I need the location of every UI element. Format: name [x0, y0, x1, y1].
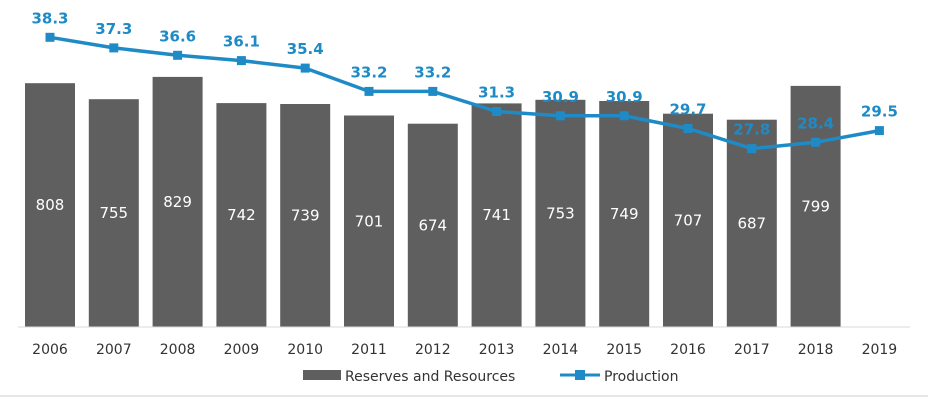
- production-value-label: 29.5: [861, 103, 898, 121]
- x-tick-label: 2009: [224, 342, 260, 358]
- bar-2013: [471, 103, 522, 328]
- line-layer: 38.3 37.3 36.6 36.1 35.4 33.2 33.2 31.3 30.9 30.9…: [31, 9, 898, 154]
- x-tick-label: 2016: [670, 342, 706, 358]
- legend-bar-swatch: [303, 370, 341, 380]
- bar-2014: [535, 99, 586, 327]
- bar-value-label: 749: [610, 205, 639, 223]
- bar-value-label: 799: [801, 198, 830, 216]
- bar-value-label: 753: [546, 204, 575, 222]
- x-tick-label: 2012: [415, 342, 451, 358]
- legend-line-marker: [575, 370, 585, 380]
- bar-value-label: 707: [674, 211, 703, 229]
- bar-2011: [344, 115, 394, 327]
- ticks-layer: 2006 2007 2008 2009 2010 2011 2012 2013 2014 2015…: [32, 342, 897, 358]
- production-value-label: 30.9: [606, 88, 643, 106]
- production-point-2015: [619, 111, 629, 121]
- x-tick-label: 2008: [160, 342, 196, 358]
- bar-value-label: 741: [482, 206, 511, 224]
- x-tick-label: 2019: [862, 342, 898, 358]
- production-value-label: 31.3: [478, 84, 515, 102]
- bar-value-label: 701: [355, 212, 384, 230]
- bars-layer: 808 755 829 742 739 701 674 741 753 749 707 687 799: [25, 76, 841, 328]
- production-value-label: 27.8: [733, 121, 770, 139]
- bar-value-label: 755: [99, 204, 128, 222]
- bar-2017: [726, 119, 777, 327]
- x-tick-label: 2015: [606, 342, 642, 358]
- production-point-2010: [300, 63, 310, 73]
- bar-2006: [25, 83, 75, 327]
- production-point-2019: [874, 126, 884, 136]
- production-point-2008: [173, 50, 183, 60]
- bar-2015: [599, 101, 650, 327]
- legend-bar-label: Reserves and Resources: [345, 369, 515, 385]
- bar-value-label: 808: [36, 196, 65, 214]
- production-point-2014: [555, 111, 565, 121]
- production-point-2009: [236, 56, 246, 66]
- bar-2012: [407, 123, 458, 327]
- production-value-label: 28.4: [797, 114, 834, 132]
- production-point-2012: [428, 86, 438, 96]
- production-point-2018: [811, 137, 821, 147]
- production-point-2006: [45, 32, 55, 42]
- production-point-2007: [109, 43, 119, 53]
- production-point-2013: [492, 107, 502, 116]
- bar-2009: [216, 103, 267, 327]
- production-point-2016: [683, 124, 693, 133]
- production-value-label: 29.7: [669, 101, 706, 119]
- production-point-2017: [747, 144, 757, 154]
- x-tick-label: 2007: [96, 342, 132, 358]
- production-value-label: 36.6: [159, 27, 196, 45]
- production-value-label: 37.3: [95, 20, 132, 38]
- production-value-label: 33.2: [350, 63, 387, 81]
- legend: Reserves and Resources Production: [303, 369, 678, 385]
- bar-value-label: 739: [291, 207, 320, 225]
- bar-value-label: 687: [737, 214, 766, 232]
- legend-line-label: Production: [604, 369, 678, 385]
- bar-value-label: 829: [163, 193, 192, 211]
- x-tick-label: 2013: [479, 342, 515, 358]
- bar-2007: [88, 99, 139, 327]
- x-tick-label: 2010: [287, 342, 323, 358]
- production-value-label: 38.3: [31, 9, 68, 27]
- bar-2008: [152, 76, 203, 328]
- x-tick-label: 2018: [798, 342, 834, 358]
- x-tick-label: 2014: [543, 342, 579, 358]
- x-tick-label: 2017: [734, 342, 770, 358]
- production-point-2011: [364, 86, 374, 96]
- production-value-label: 35.4: [287, 40, 324, 58]
- production-value-label: 36.1: [223, 33, 260, 51]
- bar-value-label: 742: [227, 206, 256, 224]
- bar-2010: [280, 104, 331, 327]
- production-value-label: 30.9: [542, 88, 579, 106]
- production-value-label: 33.2: [414, 63, 451, 81]
- bar-2018: [790, 85, 841, 328]
- x-tick-label: 2011: [351, 342, 387, 358]
- bar-2016: [663, 113, 713, 327]
- x-tick-label: 2006: [32, 342, 68, 358]
- production-line: [49, 35, 880, 151]
- bar-value-label: 674: [418, 216, 447, 234]
